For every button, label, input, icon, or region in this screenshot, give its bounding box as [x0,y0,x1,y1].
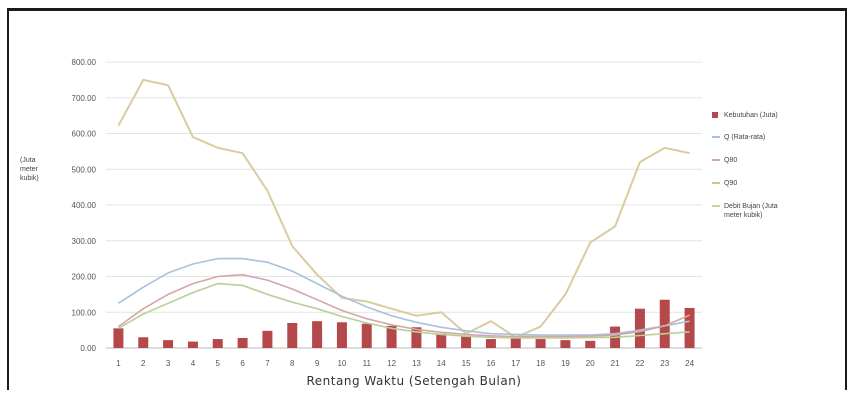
y-tick-label: 0.00 [80,344,96,353]
y-tick-label: 300.00 [72,237,97,246]
bar-kebutuhan [187,341,198,348]
bar-series [113,299,695,348]
y-tick-label: 800.00 [72,58,97,67]
bar-kebutuhan [237,337,248,348]
y-tick-label: 200.00 [72,273,97,282]
bar-kebutuhan [361,323,372,348]
x-tick-label: 1 [116,359,121,368]
y-axis-label-line: (Juta [20,157,36,164]
x-tick-label: 10 [337,359,346,368]
legend-label: Q90 [724,180,737,187]
bar-kebutuhan [262,330,273,348]
bar-kebutuhan [113,328,124,348]
legend-label-cont: meter kubik) [724,212,763,219]
y-axis-label: (Juta meter kubik) [20,157,39,182]
y-tick-label: 100.00 [72,308,97,317]
bar-kebutuhan [585,340,596,348]
x-axis-ticks: 1 2 3 4 5 6 7 8 9 10 11 12 13 14 15 16 17 18 19 20 21 22 23 24 [116,359,694,368]
x-tick-label: 23 [660,359,669,368]
series-line-3 [117,273,690,338]
bar-kebutuhan [336,322,347,348]
x-tick-label: 17 [511,359,520,368]
bar-kebutuhan [386,325,397,348]
legend-label: Kebutuhan (Juta) [724,112,778,119]
y-tick-label: 700.00 [72,94,97,103]
bar-kebutuhan [461,336,472,348]
series-line-2 [117,257,690,336]
series-line-1 [117,78,690,339]
legend-label: Debit Bujan (Juta [724,203,778,210]
line-series [117,78,690,339]
bar-kebutuhan [485,339,496,348]
x-tick-label: 12 [387,359,396,368]
x-tick-label: 5 [216,359,221,368]
x-tick-label: 6 [240,359,245,368]
y-axis-label-line: meter [20,166,39,173]
y-axis-ticks: 0.00 100.00 200.00 300.00 400.00 500.00 600.00… [72,58,97,353]
x-tick-label: 4 [191,359,196,368]
x-tick-label: 14 [437,359,446,368]
bar-kebutuhan [535,339,546,348]
x-tick-label: 16 [486,359,495,368]
x-tick-label: 13 [412,359,421,368]
x-tick-label: 8 [290,359,295,368]
chart-gridlines [106,61,702,349]
bar-kebutuhan [138,337,149,348]
y-axis-label-line: kubik) [20,175,39,182]
x-tick-label: 20 [586,359,595,368]
legend-label: Q80 [724,157,737,164]
bar-kebutuhan [436,333,447,348]
bar-kebutuhan [634,308,645,348]
x-tick-label: 9 [315,359,320,368]
x-tick-label: 11 [363,359,372,368]
legend: Kebutuhan (Juta) Q (Rata-rata) Q80 Q90 Debit… [712,112,778,219]
bar-kebutuhan [163,340,174,348]
bar-kebutuhan [411,327,422,348]
bar-kebutuhan [287,322,298,348]
x-tick-label: 18 [536,359,545,368]
y-tick-label: 400.00 [72,201,97,210]
bar-kebutuhan [684,307,695,348]
y-tick-label: 600.00 [72,130,97,139]
x-tick-label: 19 [561,359,570,368]
y-tick-label: 500.00 [72,165,97,174]
bar-kebutuhan [560,340,571,348]
bar-kebutuhan [212,339,223,348]
bar-kebutuhan [510,337,521,348]
x-tick-label: 3 [166,359,171,368]
x-tick-label: 21 [611,359,620,368]
x-tick-label: 7 [265,359,270,368]
x-tick-label: 24 [685,359,694,368]
chart-frame [7,8,847,390]
legend-label: Q (Rata-rata) [724,134,765,141]
x-tick-label: 2 [141,359,146,368]
x-axis-title: Rentang Waktu (Setengah Bulan) [307,374,522,388]
bar-kebutuhan [312,321,323,348]
bar-kebutuhan [659,299,670,348]
legend-swatch [712,112,718,118]
x-tick-label: 22 [635,359,644,368]
series-line-4 [118,282,690,339]
x-tick-label: 15 [462,359,471,368]
